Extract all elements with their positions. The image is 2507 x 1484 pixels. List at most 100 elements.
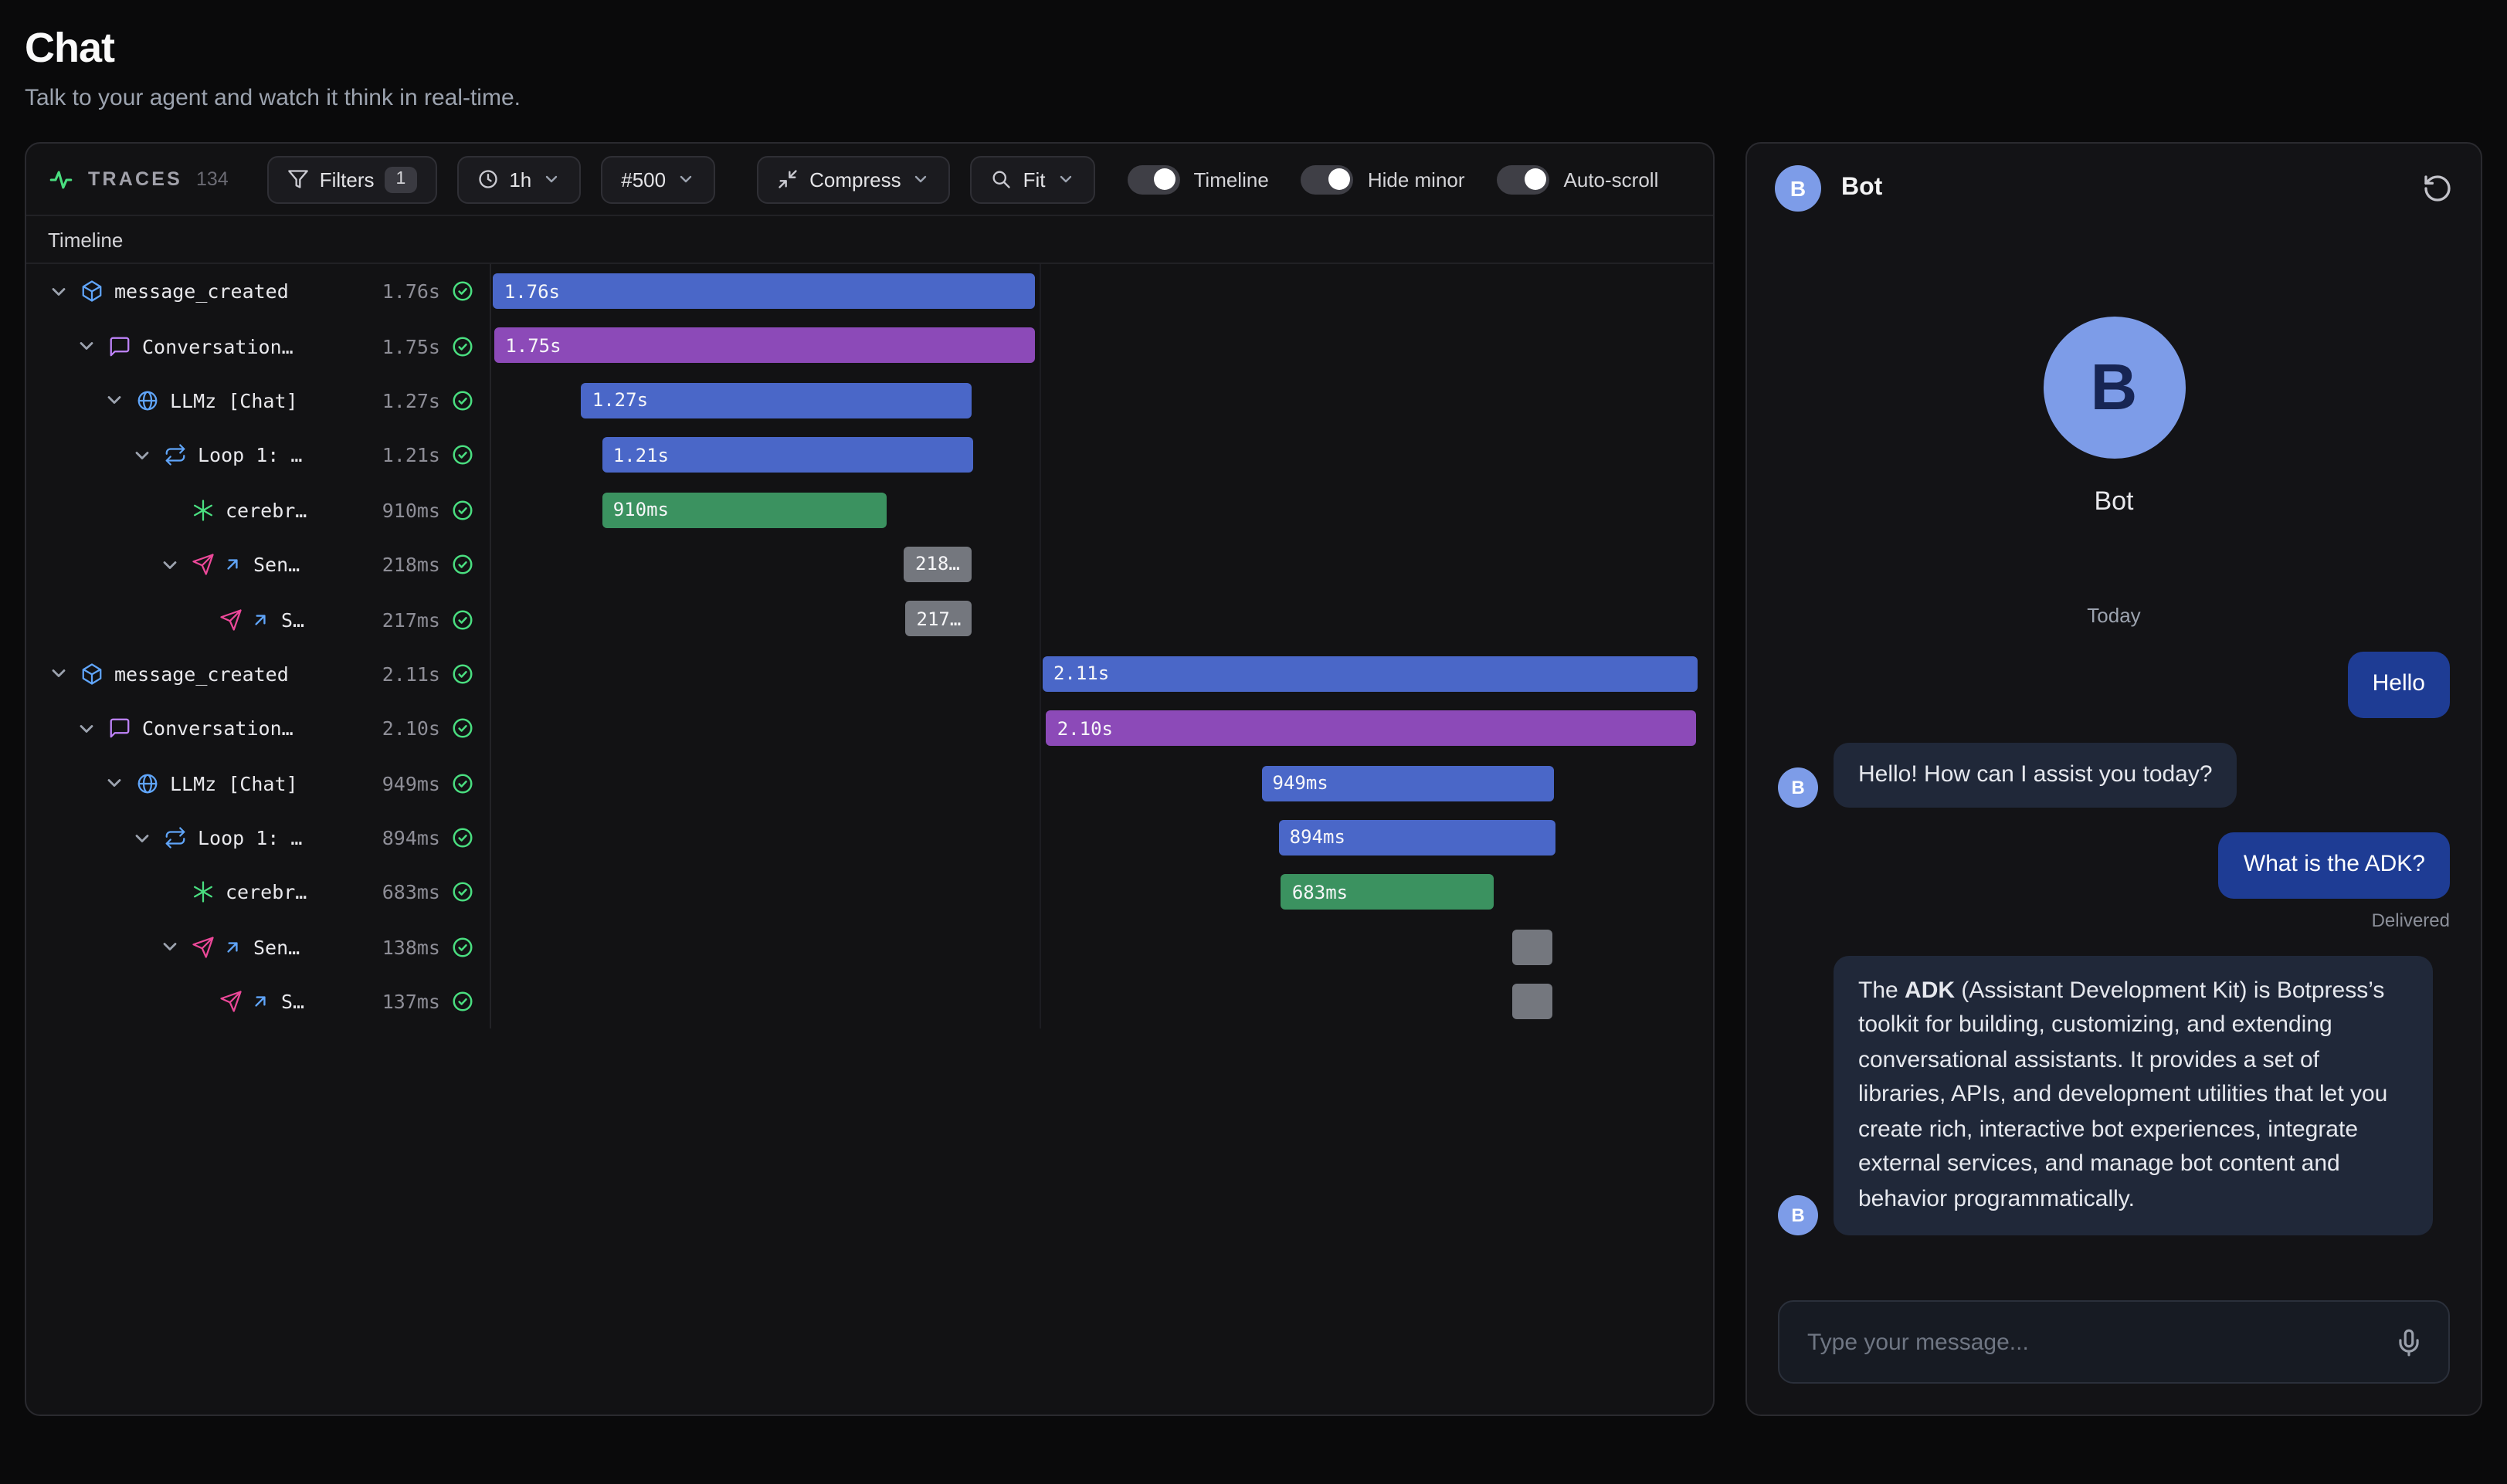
timeline-bar[interactable]: 1.76s [493,273,1036,309]
arrow-up-right-icon [222,554,243,574]
timeline-bar[interactable]: 949ms [1261,765,1555,801]
send-icon [219,991,243,1014]
restart-conversation-icon[interactable] [2422,173,2453,204]
timeline-header-label: Timeline [48,228,124,251]
timeline-bar-label: 1.75s [505,334,561,357]
limit-button[interactable]: #500 [601,155,716,203]
trace-row[interactable]: Sen… 218ms 218… [26,537,1713,592]
filters-button[interactable]: Filters 1 [266,155,437,203]
auto-scroll-toggle-label: Auto-scroll [1563,168,1659,191]
cube-icon [80,280,103,303]
timeline-bar[interactable]: 1.75s [494,327,1036,364]
timeline-bar[interactable] [1512,984,1553,1020]
chat-input-bar [1778,1300,2450,1384]
timeline-bar[interactable]: 1.21s [602,437,973,473]
trace-duration: 217ms [382,608,440,632]
send-icon [219,608,243,631]
trace-row[interactable]: message_created 1.76s 1.76s [26,264,1713,319]
timeline-bar-label: 910ms [612,499,669,521]
timeline-bar[interactable]: 683ms [1281,874,1494,910]
timeline-bar[interactable]: 894ms [1278,819,1555,856]
timeline-bar[interactable] [1512,929,1553,965]
compress-icon [777,168,799,190]
message-row: B The ADK (Assistant Development Kit) is… [1778,955,2450,1235]
fit-button[interactable]: Fit [970,155,1095,203]
timeline-toggle[interactable] [1127,164,1180,194]
panels-row: TRACES 134 Filters 1 1h [0,111,2507,1416]
timeline-bar[interactable]: 1.27s [581,382,972,418]
arrow-up-right-icon [250,609,270,629]
timeline-bar[interactable]: 2.10s [1046,710,1696,747]
arrow-up-right-icon [250,992,270,1012]
trace-row-tree-cell: LLMz [Chat] 949ms [26,756,490,811]
loop-icon [164,444,187,467]
trace-row[interactable]: cerebr… 910ms 910ms [26,483,1713,537]
message-row: What is the ADK? [1778,832,2450,898]
trace-label: Loop 1: … [198,826,303,850]
trace-row-track: 1.27s [490,374,1713,429]
trace-label: Conversation… [142,717,293,740]
check-circle-icon [451,991,474,1014]
trace-row[interactable]: message_created 2.11s 2.11s [26,646,1713,701]
trace-row-track [490,974,1713,1029]
check-circle-icon [451,280,474,303]
trace-label: LLMz [Chat] [170,771,298,795]
timeline-bar[interactable]: 2.11s [1042,656,1698,692]
trace-duration: 949ms [382,771,440,795]
chat-bubble-icon [108,334,131,357]
compress-button[interactable]: Compress [757,155,951,203]
trace-row[interactable]: LLMz [Chat] 1.27s 1.27s [26,374,1713,429]
timeline-bar-label: 218… [914,553,960,575]
chevron-down-icon[interactable] [48,663,70,685]
chevron-down-icon[interactable] [103,772,125,794]
trace-row-tree-cell: Sen… 218ms [26,537,490,592]
chevron-down-icon[interactable] [131,827,153,849]
timeline-bar-label: 1.76s [504,280,560,302]
microphone-icon[interactable] [2394,1327,2424,1357]
check-circle-icon [451,499,474,522]
message-text: The [1858,977,1905,1003]
trace-label: Loop 1: … [198,443,303,467]
limit-label: #500 [621,168,667,191]
trace-row[interactable]: Loop 1: … 1.21s 1.21s [26,428,1713,483]
trace-duration: 683ms [382,880,440,904]
trace-row[interactable]: Sen… 138ms [26,920,1713,974]
trace-row-track: 894ms [490,811,1713,866]
user-message-bubble: What is the ADK? [2218,832,2450,898]
chevron-down-icon[interactable] [48,280,70,302]
timeline-bar[interactable]: 217… [905,601,972,637]
clock-icon [477,168,498,190]
timeline-column-header: Timeline [26,215,1713,264]
trace-row[interactable]: Loop 1: … 894ms 894ms [26,811,1713,866]
chevron-down-icon[interactable] [159,937,181,958]
trace-row-tree-cell: cerebr… 910ms [26,483,490,537]
chevron-down-icon[interactable] [76,718,97,740]
check-circle-icon [451,826,474,849]
chevron-down-icon[interactable] [76,335,97,357]
trace-label: S… [281,608,305,632]
message-input[interactable] [1804,1327,2379,1357]
bot-avatar: B [1775,165,1821,212]
chevron-down-icon[interactable] [103,390,125,412]
trace-row[interactable]: Conversation… 2.10s 2.10s [26,701,1713,756]
trace-row[interactable]: S… 217ms 217… [26,592,1713,647]
filter-icon [287,168,309,190]
check-circle-icon [451,334,474,357]
trace-row-track: 2.10s [490,701,1713,756]
trace-row[interactable]: Conversation… 1.75s 1.75s [26,319,1713,374]
trace-row-track: 2.11s [490,646,1713,701]
trace-row[interactable]: S… 137ms [26,974,1713,1029]
chevron-down-icon[interactable] [131,445,153,466]
trace-row[interactable]: LLMz [Chat] 949ms 949ms [26,756,1713,811]
auto-scroll-toggle[interactable] [1497,164,1550,194]
trace-row[interactable]: cerebr… 683ms 683ms [26,866,1713,920]
trace-row-tree-cell: Conversation… 2.10s [26,701,490,756]
trace-row-tree-cell: Conversation… 1.75s [26,319,490,374]
send-icon [192,936,215,959]
timeline-bar[interactable]: 910ms [602,492,887,528]
chevron-down-icon[interactable] [159,554,181,575]
timeline-bar[interactable]: 218… [904,546,972,582]
time-range-button[interactable]: 1h [456,155,582,203]
hide-minor-toggle[interactable] [1301,164,1354,194]
trace-row-track: 1.21s [490,428,1713,483]
